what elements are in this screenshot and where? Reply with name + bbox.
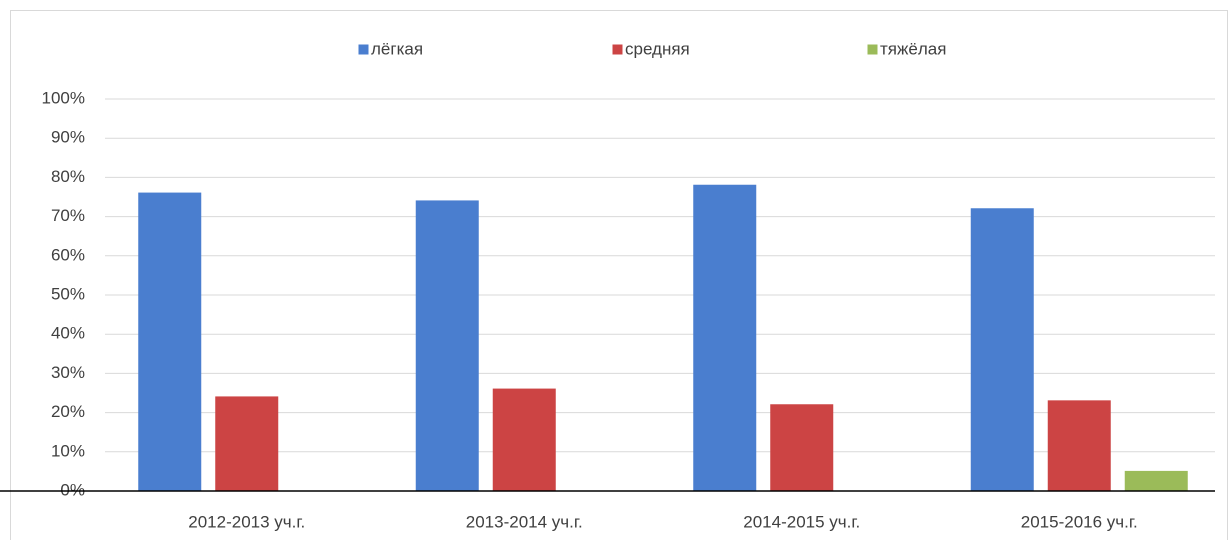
legend-swatch [611,43,624,56]
y-tick-label: 30% [51,363,85,382]
legend-label: тяжёлая [880,39,946,58]
bar-shade [971,208,1034,491]
bar-shade [1048,400,1111,491]
chart-border [10,10,1228,540]
x-tick-label: 2013-2014 уч.г. [466,512,583,531]
y-tick-label: 60% [51,245,85,264]
bar-shade [493,389,556,491]
legend-label: лёгкая [371,39,423,58]
bar-shade [1125,471,1188,491]
x-tick-label: 2012-2013 уч.г. [188,512,305,531]
legend-label: средняя [625,39,690,58]
y-tick-label: 100% [42,88,85,107]
y-tick-label: 0% [60,480,85,499]
bar-shade [770,404,833,491]
y-tick-label: 70% [51,206,85,225]
y-tick-label: 50% [51,284,85,303]
legend-swatch [866,43,879,56]
bar-shade [138,193,201,491]
y-tick-label: 20% [51,402,85,421]
bar-shade [693,185,756,492]
x-tick-label: 2014-2015 уч.г. [743,512,860,531]
y-tick-label: 10% [51,441,85,460]
bar-shade [416,200,479,492]
x-tick-label: 2015-2016 уч.г. [1021,512,1138,531]
y-tick-label: 80% [51,167,85,186]
y-tick-label: 90% [51,128,85,147]
y-tick-label: 40% [51,324,85,343]
legend-swatch [357,43,370,56]
bar-shade [215,396,278,491]
